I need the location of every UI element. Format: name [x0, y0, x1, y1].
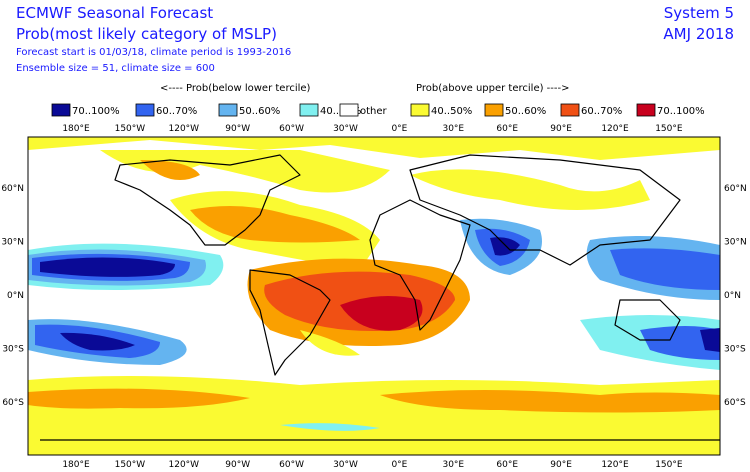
- lat-label: 0°N: [724, 291, 741, 301]
- lon-label: 60°E: [496, 124, 518, 134]
- lon-label: 150°E: [655, 124, 683, 134]
- legend-label: 60..70%: [581, 106, 622, 117]
- legend-label: 40..50%: [431, 106, 472, 117]
- coastlines: [40, 154, 720, 441]
- lon-label: 90°W: [225, 124, 250, 134]
- lon-label: 30°E: [442, 460, 464, 470]
- legend-swatch: [135, 103, 155, 117]
- legend-swatch: [339, 103, 359, 117]
- legend-label: 60..70%: [156, 106, 197, 117]
- lon-label: 0°E: [391, 124, 407, 134]
- lon-label: 150°W: [115, 124, 146, 134]
- legend-swatch: [410, 103, 430, 117]
- lon-label: 60°W: [279, 124, 304, 134]
- system: System 5: [664, 4, 734, 22]
- lat-label: 60°N: [1, 184, 24, 194]
- legend-label: other: [360, 106, 388, 117]
- map-ticks: 180°E 180°E 150°W 150°W 120°W 120°W 90°W 90°W 60…: [1, 124, 746, 470]
- lon-label: 60°W: [279, 460, 304, 470]
- legend-label: 50..60%: [239, 106, 280, 117]
- above-label: Prob(above upper tercile) ---->: [416, 83, 570, 94]
- legend-label: 70..100%: [657, 106, 705, 117]
- map-frame: [27, 136, 721, 456]
- lat-label: 30°N: [1, 238, 24, 248]
- lon-label: 120°E: [601, 460, 629, 470]
- lon-label: 90°E: [550, 124, 572, 134]
- legend-swatch: [51, 103, 71, 117]
- map-field: [28, 137, 720, 455]
- lon-label: 30°E: [442, 124, 464, 134]
- lon-label: 0°E: [391, 460, 407, 470]
- lon-label: 30°W: [333, 124, 358, 134]
- legend: 70..100%60..70%50..60%40..50%other40..50…: [51, 103, 705, 117]
- lat-label: 60°S: [2, 398, 24, 408]
- period: AMJ 2018: [663, 25, 734, 43]
- legend-swatch: [636, 103, 656, 117]
- lat-label: 60°N: [724, 184, 747, 194]
- legend-swatch: [218, 103, 238, 117]
- lat-label: 30°N: [724, 238, 747, 248]
- lat-label: 30°S: [2, 345, 24, 355]
- info-line: Ensemble size = 51, climate size = 600: [16, 63, 215, 74]
- lon-label: 60°E: [496, 460, 518, 470]
- legend-swatch: [299, 103, 319, 117]
- lon-label: 90°E: [550, 460, 572, 470]
- lat-label: 60°S: [724, 398, 746, 408]
- lon-label: 120°E: [601, 124, 629, 134]
- lat-label: 30°S: [724, 345, 746, 355]
- lat-label: 0°N: [7, 291, 24, 301]
- lon-label: 180°E: [62, 460, 90, 470]
- legend-swatch: [484, 103, 504, 117]
- title: ECMWF Seasonal Forecast: [16, 4, 213, 22]
- lon-label: 30°W: [333, 460, 358, 470]
- lon-label: 90°W: [225, 460, 250, 470]
- lon-label: 180°E: [62, 124, 90, 134]
- legend-label: 50..60%: [505, 106, 546, 117]
- subtitle: Prob(most likely category of MSLP): [16, 25, 277, 43]
- lon-label: 120°W: [169, 124, 200, 134]
- legend-label: 70..100%: [72, 106, 120, 117]
- lon-label: 150°W: [115, 460, 146, 470]
- lon-label: 150°E: [655, 460, 683, 470]
- legend-swatch: [560, 103, 580, 117]
- lon-label: 120°W: [169, 460, 200, 470]
- info-line: Forecast start is 01/03/18, climate peri…: [16, 47, 291, 58]
- below-label: <---- Prob(below lower tercile): [160, 83, 311, 94]
